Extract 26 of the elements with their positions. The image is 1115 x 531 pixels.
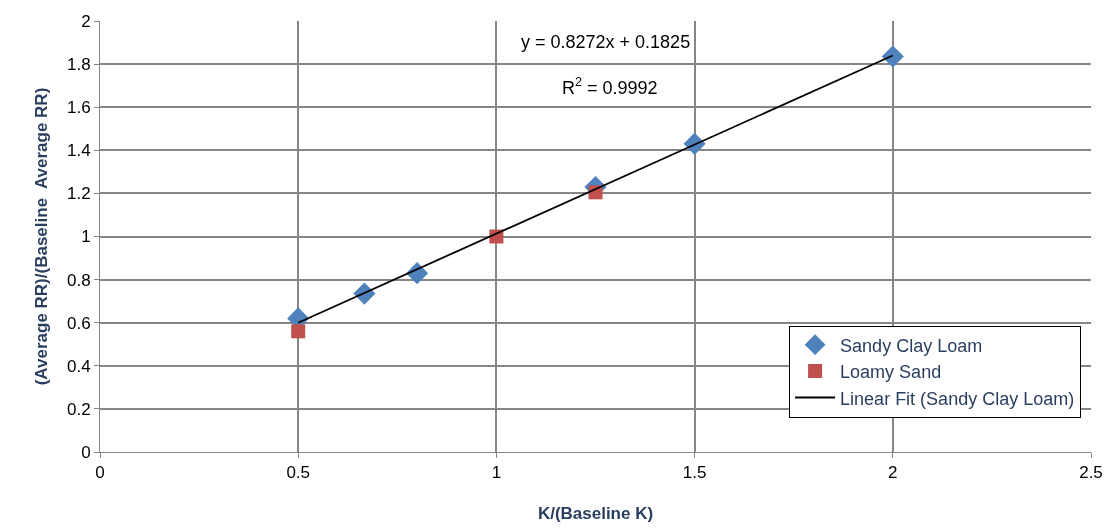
y-tick-label: 1: [81, 227, 91, 247]
legend-label: Sandy Clay Loam: [840, 335, 983, 356]
y-tick-label: 1.4: [66, 141, 91, 161]
annotation: y = 0.8272x + 0.1825: [521, 32, 691, 52]
x-tick-label: 2.5: [1079, 463, 1103, 483]
y-tick-label: 0.6: [66, 313, 91, 333]
y-tick-label: 0: [81, 442, 91, 462]
x-tick-label: 1.5: [682, 463, 707, 483]
x-tick-label: 0: [95, 463, 105, 483]
y-tick-label: 1.8: [66, 55, 91, 75]
annotation: R$^{2}$ = 0.9992: [562, 75, 658, 98]
y-tick-label: 0.8: [66, 270, 91, 290]
point: [291, 324, 306, 339]
x-axis-title: K/(Baseline K): [537, 503, 654, 523]
y-tick-label: 0.4: [66, 356, 91, 376]
y-tick-label: 0.2: [66, 399, 91, 419]
y-tick-label: 1.2: [66, 184, 91, 204]
y-tick-label: 1.6: [66, 98, 91, 118]
y-axis-title: (Average RR)/(Baseline Average RR): [31, 87, 51, 386]
legend-label: Linear Fit (Sandy Clay Loam): [840, 388, 1075, 409]
point: [881, 45, 904, 68]
y-tick-label: 2: [81, 11, 91, 31]
x-tick-label: 2: [888, 463, 898, 483]
x-tick-label: 1: [491, 463, 502, 483]
legend-label: Loamy Sand: [840, 362, 942, 383]
x-tick-label: 0.5: [286, 463, 311, 483]
